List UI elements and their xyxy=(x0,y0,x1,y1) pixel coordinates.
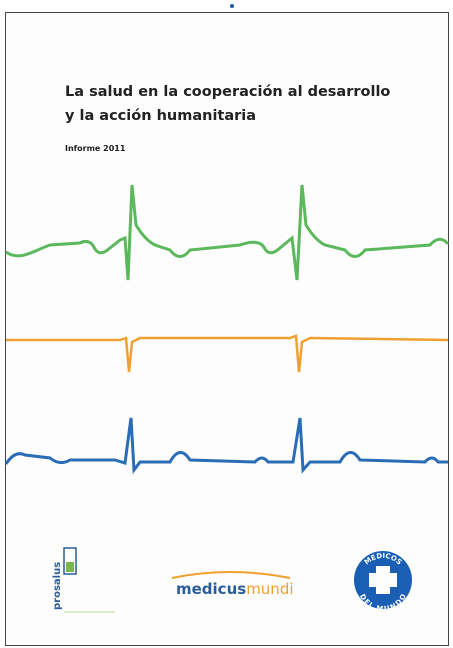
cover: La salud en la cooperación al desarrollo… xyxy=(0,0,453,648)
medicus: medicus xyxy=(176,580,246,598)
prosalus-text: prosalus xyxy=(52,562,63,610)
subtitle: Informe 2011 xyxy=(65,144,126,153)
title-line: y la acción humanitaria xyxy=(65,108,256,124)
page: La salud en la cooperación al desarrollo… xyxy=(0,0,453,648)
mundi: mundi xyxy=(246,580,293,598)
title-line: La salud en la cooperación al desarrollo xyxy=(65,84,390,100)
logo-icon xyxy=(66,562,74,572)
dot xyxy=(230,4,234,8)
cross xyxy=(369,573,397,587)
medicusmundi-text: medicusmundi xyxy=(176,580,294,598)
